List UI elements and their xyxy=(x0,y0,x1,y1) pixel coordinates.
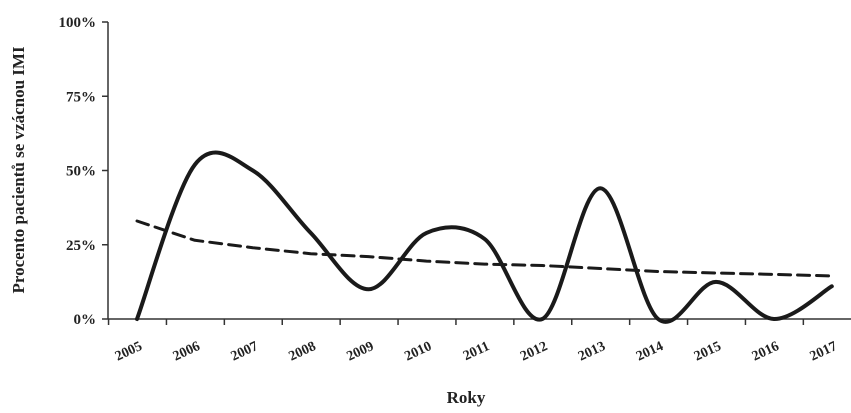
trend-point-2017 xyxy=(830,274,834,278)
x-axis-ticks: 2005 2006 2007 2008 2009 2010 2011 2012 2013 2014… xyxy=(107,319,840,364)
x-tick-label: 2016 xyxy=(750,339,782,364)
x-tick-label: 2011 xyxy=(461,339,492,364)
series-line-solid xyxy=(135,150,834,324)
y-axis-ticks: 0% 25% 50% 75% 100% xyxy=(59,15,108,328)
y-tick-label: 75% xyxy=(66,89,96,105)
y-tick-label: 0% xyxy=(74,312,97,328)
x-tick-label: 2013 xyxy=(576,339,608,364)
plot-area: 0% 25% 50% 75% 100% 2005 2006 2007 2008 2009 2010… xyxy=(59,15,851,364)
x-tick-label: 2007 xyxy=(229,339,261,364)
x-tick-label: 2005 xyxy=(113,339,145,364)
trendline-dashed xyxy=(135,219,834,278)
y-tick-label: 25% xyxy=(66,238,96,254)
series-layer xyxy=(135,150,834,324)
x-tick-label: 2009 xyxy=(345,339,377,364)
y-axis-title: Procento pacientů se vzácnou IMI xyxy=(9,46,28,293)
x-tick-label: 2006 xyxy=(171,339,203,364)
x-tick-label: 2012 xyxy=(518,339,550,364)
x-tick-label: 2014 xyxy=(634,339,666,364)
y-tick-label: 100% xyxy=(59,15,97,31)
x-tick-label: 2017 xyxy=(808,339,840,364)
x-tick-label: 2015 xyxy=(692,339,724,364)
x-tick-label: 2008 xyxy=(287,339,319,364)
x-axis-title: Roky xyxy=(447,388,486,407)
x-tick-label: 2010 xyxy=(402,339,434,364)
y-tick-label: 50% xyxy=(66,164,96,180)
